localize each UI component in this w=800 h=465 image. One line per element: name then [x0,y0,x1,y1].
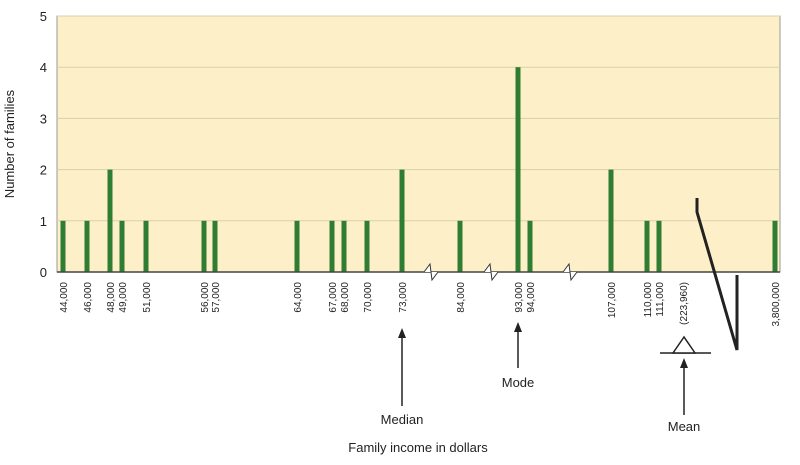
x-tick-label: 94,000 [526,282,537,313]
x-tick-label: 64,000 [293,282,304,313]
arrowhead [514,322,522,332]
x-axis-label: Family income in dollars [348,440,488,455]
bar [212,220,218,272]
x-tick-label: 46,000 [83,282,94,313]
bar [201,220,207,272]
x-tick-label: 67,000 [328,282,339,313]
y-axis-label: Number of families [2,89,17,198]
x-tick-label: 57,000 [211,282,222,313]
mean-value: (223,960) [679,282,690,325]
x-tick-label: 107,000 [607,282,618,319]
break [562,262,578,282]
y-tick-label: 2 [40,163,47,178]
y-tick-label: 4 [40,60,47,75]
bar [60,220,66,272]
bar [656,220,662,272]
mode-label: Mode [502,375,535,390]
break [483,262,499,282]
bar [119,220,125,272]
bar [644,220,650,272]
plot-area [56,15,781,273]
bar [515,67,521,272]
x-tick-label: 68,000 [340,282,351,313]
break [423,262,439,282]
bar [457,220,463,272]
x-tick-label: 70,000 [363,282,374,313]
bar [294,220,300,272]
x-tick-label: 111,000 [655,282,666,317]
x-tick-label: 84,000 [456,282,467,313]
bars [60,67,778,272]
arrowhead [398,328,406,338]
median-label: Median [381,412,424,427]
bar [143,220,149,272]
y-tick-label: 3 [40,111,47,126]
bar [84,220,90,272]
x-tick-label: 49,000 [118,282,129,313]
x-tick-label: 93,000 [514,282,525,313]
x-tick-label: 51,000 [142,282,153,313]
x-tick-label: 48,000 [106,282,117,313]
bar [107,169,113,272]
x-tick-label: 3,800,000 [771,282,782,327]
bar [527,220,533,272]
arrowhead [680,358,688,368]
bar [399,169,405,272]
bar [772,220,778,272]
x-tick-label: 110,000 [643,282,654,318]
bar [329,220,335,272]
scale-break [695,198,739,351]
x-tick-label: 44,000 [59,282,70,313]
x-tick-label: 56,000 [200,282,211,313]
y-tick-label: 5 [40,9,47,24]
mean-label: Mean [668,419,701,434]
bar [608,169,614,272]
bar [341,220,347,272]
y-tick-label: 0 [40,265,47,280]
axis-breaks [423,262,578,282]
mean-fulcrum [671,335,697,354]
x-tick-label: 73,000 [398,282,409,313]
bar [364,220,370,272]
y-tick-label: 1 [40,214,47,229]
